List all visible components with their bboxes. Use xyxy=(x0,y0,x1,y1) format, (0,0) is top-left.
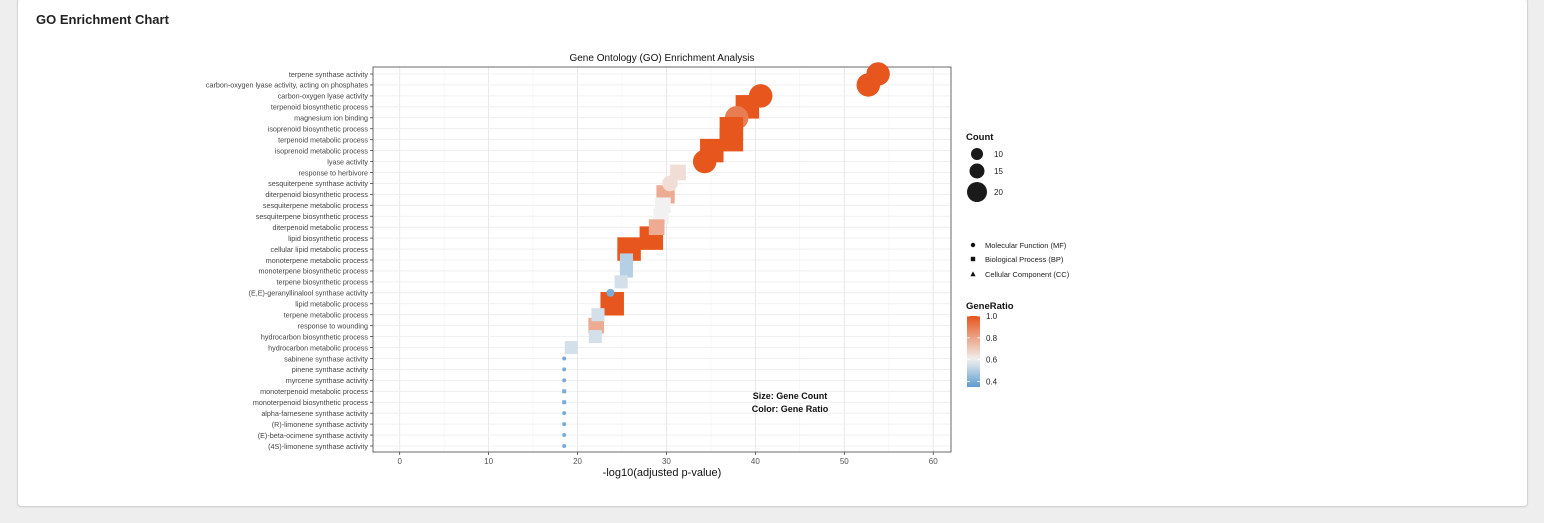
data-point-circle xyxy=(562,378,567,383)
y-tick-label: lipid metabolic process xyxy=(295,300,368,309)
data-point-square xyxy=(588,317,605,334)
data-point-circle xyxy=(562,367,567,372)
y-tick-label: terpene metabolic process xyxy=(284,311,369,320)
legend-color-label: 0.4 xyxy=(986,378,998,387)
legend-shape-label: Biological Process (BP) xyxy=(985,255,1064,264)
x-tick-label: 60 xyxy=(929,457,938,466)
data-point-square xyxy=(670,164,686,181)
data-point-square xyxy=(564,340,578,355)
x-tick-label: 0 xyxy=(397,457,402,466)
plot-panel xyxy=(373,67,951,452)
x-tick-label: 30 xyxy=(662,457,671,466)
legend-shape-square xyxy=(970,256,976,262)
x-tick-label: 50 xyxy=(840,457,849,466)
legend-count-label: 10 xyxy=(994,150,1003,159)
legend-color-label: 0.6 xyxy=(986,356,998,365)
y-tick-label: sabinene synthase activity xyxy=(284,354,368,363)
y-tick-label: sesquiterpene biosynthetic process xyxy=(256,212,369,221)
data-point-square xyxy=(619,253,633,267)
legend-color-bar xyxy=(967,316,980,387)
data-point-square xyxy=(648,219,665,236)
y-tick-label: (E,E)-geranyllinalool synthase activity xyxy=(249,289,369,298)
card-title: GO Enrichment Chart xyxy=(36,12,169,27)
annotation-color: Color: Gene Ratio xyxy=(752,404,829,414)
legend-shape-label: Molecular Function (MF) xyxy=(985,241,1067,250)
y-tick-label: isoprenoid biosynthetic process xyxy=(268,125,369,134)
y-tick-label: lipid biosynthetic process xyxy=(288,234,368,243)
data-point-square xyxy=(591,308,605,322)
data-point-square xyxy=(619,264,633,278)
legend-color-label: 1.0 xyxy=(986,312,998,321)
data-point-circle xyxy=(562,411,567,416)
x-tick-label: 10 xyxy=(484,457,493,466)
y-tick-label: myrcene synthase activity xyxy=(286,376,369,385)
legend-count-key xyxy=(971,148,983,160)
y-tick-label: sesquiterpene synthase activity xyxy=(268,179,368,188)
y-tick-label: sesquiterpene metabolic process xyxy=(263,201,368,210)
y-tick-label: (R)-limonene synthase activity xyxy=(272,420,369,429)
y-tick-label: diterpenoid biosynthetic process xyxy=(265,190,368,199)
y-tick-label: monoterpenoid biosynthetic process xyxy=(253,398,368,407)
legend-count-key xyxy=(969,163,985,179)
x-axis-label: -log10(adjusted p-value) xyxy=(603,467,722,479)
y-tick-label: monoterpene metabolic process xyxy=(266,256,369,265)
data-point-circle xyxy=(606,288,615,297)
legend-count-label: 15 xyxy=(994,167,1003,176)
y-tick-label: hydrocarbon metabolic process xyxy=(268,343,368,352)
data-point-circle xyxy=(692,149,717,174)
y-tick-label: magnesium ion binding xyxy=(294,114,368,123)
y-tick-label: terpene biosynthetic process xyxy=(277,278,369,287)
data-point-circle xyxy=(562,444,567,448)
data-point-square xyxy=(588,330,602,344)
y-tick-label: diterpenoid metabolic process xyxy=(273,223,369,232)
legend-count-label: 20 xyxy=(994,188,1003,197)
y-tick-label: carbon-oxygen lyase activity, acting on … xyxy=(206,81,368,90)
y-tick-label: hydrocarbon biosynthetic process xyxy=(261,332,368,341)
data-point-circle xyxy=(856,73,881,97)
y-tick-label: (4S)-limonene synthase activity xyxy=(268,442,368,451)
y-tick-label: monoterpenoid metabolic process xyxy=(260,387,368,396)
y-tick-label: alpha-farnesene synthase activity xyxy=(261,409,368,418)
legend-shape-label: Cellular Component (CC) xyxy=(985,270,1070,279)
y-tick-label: (E)-beta-ocimene synthase activity xyxy=(258,431,369,440)
data-point-circle xyxy=(562,433,567,438)
y-tick-label: cellular lipid metabolic process xyxy=(271,245,369,254)
annotation-size: Size: Gene Count xyxy=(753,391,828,401)
y-tick-label: terpene synthase activity xyxy=(289,70,369,79)
x-tick-label: 20 xyxy=(573,457,582,466)
y-tick-label: terpenoid biosynthetic process xyxy=(271,103,368,112)
data-point-square xyxy=(562,400,567,405)
chart-title: Gene Ontology (GO) Enrichment Analysis xyxy=(569,53,754,64)
legend-color-label: 0.8 xyxy=(986,334,998,343)
plot-border xyxy=(372,66,952,453)
data-point-circle xyxy=(662,175,678,192)
data-point-square xyxy=(600,292,624,316)
data-point-circle xyxy=(562,422,567,427)
y-tick-label: monoterpene biosynthetic process xyxy=(259,267,369,276)
data-point-square xyxy=(562,389,567,394)
data-point-square xyxy=(719,127,744,152)
y-tick-label: isoprenoid metabolic process xyxy=(275,146,368,155)
y-tick-label: response to herbivore xyxy=(298,168,368,177)
data-point-circle xyxy=(562,356,567,361)
x-tick-label: 40 xyxy=(751,457,760,466)
y-tick-label: terpenoid metabolic process xyxy=(278,135,368,144)
legend-shape-triangle xyxy=(970,271,976,277)
legend-color-title: GeneRatio xyxy=(966,301,1014,312)
legend-shape-circle xyxy=(970,242,976,248)
legend-count-key xyxy=(967,182,987,202)
y-tick-label: response to wounding xyxy=(298,321,368,330)
y-tick-label: lyase activity xyxy=(327,157,368,166)
data-point-square xyxy=(614,275,628,289)
legend-count-title: Count xyxy=(966,132,994,143)
y-tick-label: carbon-oxygen lyase activity xyxy=(278,92,369,101)
y-tick-label: pinene synthase activity xyxy=(292,365,369,374)
